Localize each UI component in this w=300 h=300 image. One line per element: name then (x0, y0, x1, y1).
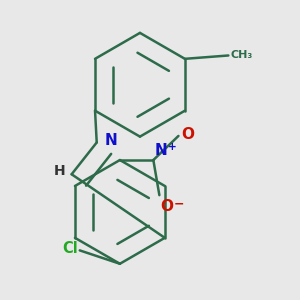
Text: −: − (173, 198, 184, 211)
Text: +: + (167, 142, 176, 152)
Text: O: O (160, 199, 173, 214)
Text: Cl: Cl (62, 241, 78, 256)
Text: N: N (154, 143, 167, 158)
Text: O: O (181, 127, 194, 142)
Text: H: H (53, 164, 65, 178)
Text: CH₃: CH₃ (230, 50, 252, 61)
Text: N: N (105, 133, 118, 148)
